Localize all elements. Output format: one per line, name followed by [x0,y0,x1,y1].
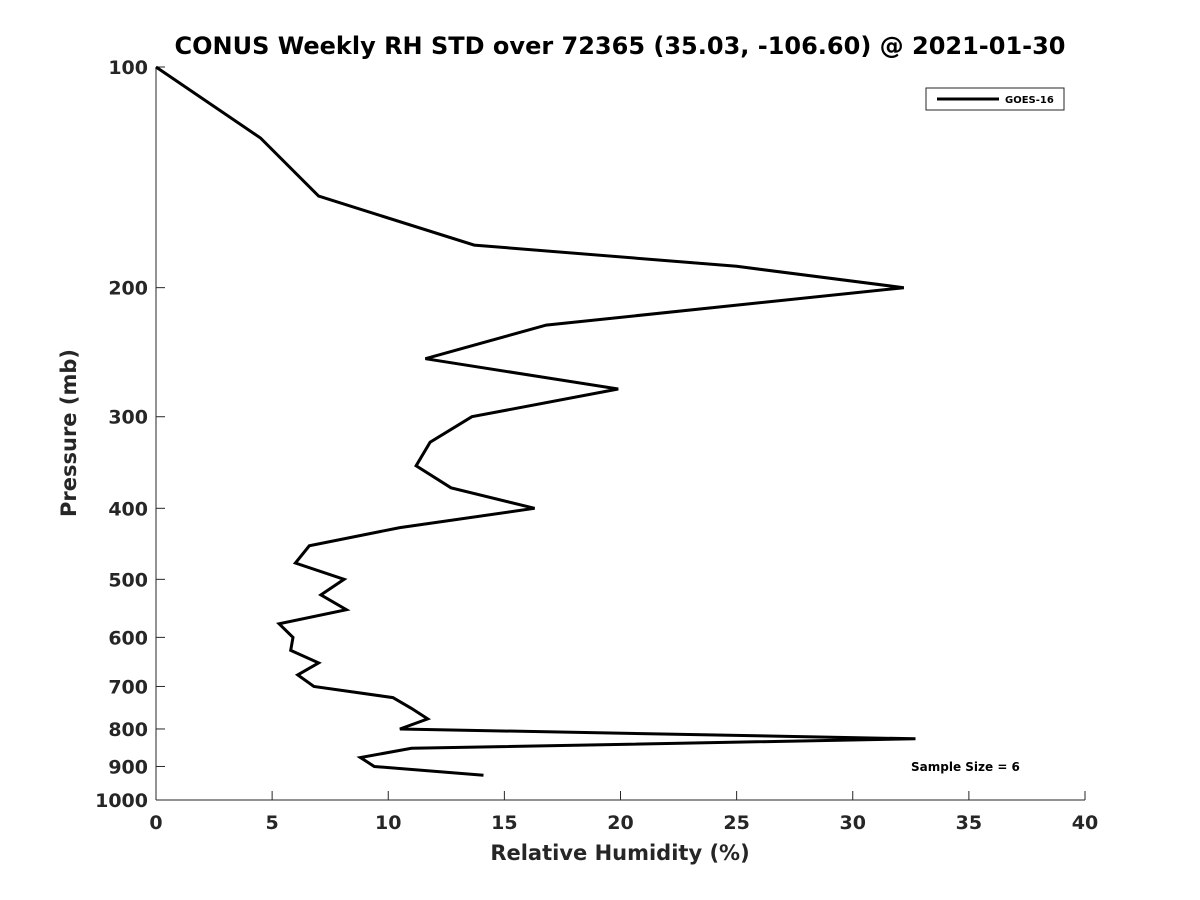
sample-size-annotation: Sample Size = 6 [911,760,1020,774]
y-axis-ticks: 100 200 300 400 500 600 700 800 900 1000 [95,57,165,812]
y-tick-label: 900 [108,756,148,778]
x-tick-label: 40 [1072,812,1098,834]
series-layer [155,65,916,777]
y-tick-label: 1000 [95,790,148,812]
series-line-goes16 [155,65,916,777]
x-tick-label: 10 [375,812,401,834]
x-axis-label: Relative Humidity (%) [490,841,749,865]
legend-label-goes16: GOES-16 [1005,95,1054,106]
y-tick-label: 100 [108,57,148,79]
x-tick-label: 5 [266,812,279,834]
x-tick-label: 20 [607,812,633,834]
y-tick-label: 400 [108,498,148,520]
y-tick-label: 800 [108,719,148,741]
legend: GOES-16 [925,87,1065,111]
y-tick-label: 600 [108,627,148,649]
x-tick-label: 25 [723,812,749,834]
x-tick-label: 0 [149,812,162,834]
x-tick-label: 30 [840,812,866,834]
x-tick-label: 35 [956,812,982,834]
chart-title: CONUS Weekly RH STD over 72365 (35.03, -… [174,32,1065,60]
y-axis-label: Pressure (mb) [57,349,81,517]
y-tick-label: 200 [108,278,148,300]
plot-area: 0 5 10 15 20 25 30 35 40 100 200 300 400 500 600 700 80… [95,57,1098,834]
x-axis-ticks: 0 5 10 15 20 25 30 35 40 [149,791,1098,834]
y-tick-label: 300 [108,407,148,429]
x-tick-label: 15 [491,812,517,834]
y-tick-label: 700 [108,676,148,698]
y-tick-label: 500 [108,569,148,591]
